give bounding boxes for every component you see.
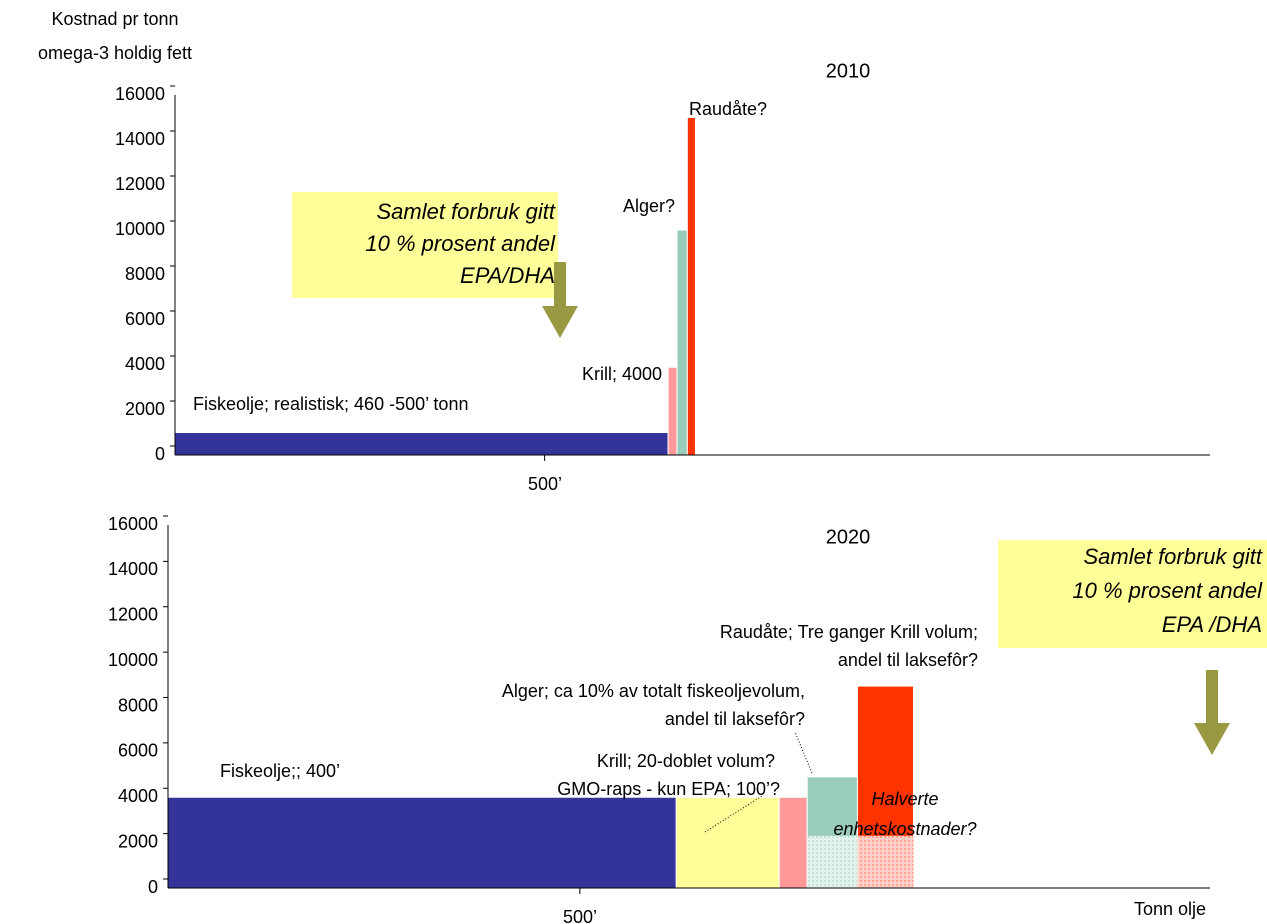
y-tick-label: 10000 [115,219,165,239]
y-tick-label: 8000 [118,695,158,715]
bar-label: GMO-raps - kun EPA; 100’? [557,779,780,799]
y-tick-label: 2000 [125,399,165,419]
bar-label: andel til laksefôr? [838,650,978,670]
y-tick-label: 0 [148,877,158,897]
callout-box [292,192,558,298]
bar-label: Alger; ca 10% av totalt fiskeoljevolum, [502,681,805,701]
halved-bar [857,835,914,888]
y-axis-label: omega-3 holdig fett [38,43,192,63]
y-tick-label: 4000 [118,786,158,806]
annotation: Halverte [871,789,938,809]
bar [778,796,808,889]
y-tick-label: 2000 [118,831,158,851]
bar [667,366,678,456]
bar [174,432,669,456]
bar [675,796,780,889]
y-tick-label: 16000 [108,514,158,534]
callout-text: 10 % prosent andel [1072,578,1263,603]
y-tick-label: 12000 [108,605,158,625]
arrow-shaft [554,262,566,308]
callout-text: Samlet forbruk gitt [1083,544,1262,569]
bar [676,229,688,456]
y-tick-label: 12000 [115,174,165,194]
arrow-shaft [1206,670,1218,725]
y-tick-label: 0 [155,444,165,464]
x-axis-label: Tonn olje [1134,899,1206,919]
arrow-head [542,306,578,338]
leader-line [794,731,813,774]
callout-text: EPA /DHA [1162,612,1262,637]
bar [686,117,696,456]
leader-line [704,795,763,833]
bar-label: Krill; 4000 [582,364,662,384]
arrow-head [1194,723,1230,755]
y-tick-label: 6000 [125,309,165,329]
y-tick-label: 6000 [118,741,158,761]
bar-label: Fiskeolje; realistisk; 460 -500’ tonn [193,394,468,414]
callout-text: 10 % prosent andel [365,231,556,256]
y-axis-label: Kostnad pr tonn [51,9,178,29]
bar-label: Raudåte; Tre ganger Krill volum; [720,622,978,642]
y-tick-label: 10000 [108,650,158,670]
y-tick-label: 8000 [125,264,165,284]
y-tick-label: 16000 [115,84,165,104]
bar-label: Raudåte? [689,99,767,119]
chart-title: 2020 [826,526,871,548]
halved-bar [807,835,858,888]
bar [167,796,677,889]
annotation: enhetskostnader? [833,819,976,839]
y-tick-label: 14000 [115,129,165,149]
y-tick-label: 4000 [125,354,165,374]
bar-label: Krill; 20-doblet volum? [597,751,775,771]
x-tick-label: 500’ [563,907,597,924]
x-tick-label: 500’ [528,474,562,494]
bar-label: andel til laksefôr? [665,709,805,729]
chart-title: 2010 [826,60,871,82]
y-tick-label: 14000 [108,559,158,579]
callout-text: EPA/DHA [460,263,555,288]
bar-label: Fiskeolje;; 400’ [220,761,340,781]
bar-label: Alger? [623,196,675,216]
callout-text: Samlet forbruk gitt [376,199,555,224]
callout-box [998,540,1267,648]
